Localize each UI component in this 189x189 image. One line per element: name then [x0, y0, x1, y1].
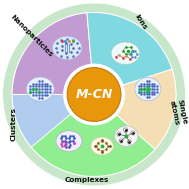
Text: Ions: Ions	[134, 14, 148, 31]
Wedge shape	[12, 13, 91, 94]
Wedge shape	[3, 3, 185, 186]
Ellipse shape	[111, 42, 140, 64]
Ellipse shape	[91, 137, 113, 155]
Wedge shape	[87, 12, 172, 85]
Text: Single
atoms: Single atoms	[169, 98, 187, 126]
Circle shape	[64, 64, 125, 125]
Text: Clusters: Clusters	[10, 107, 16, 141]
Ellipse shape	[135, 77, 161, 101]
Ellipse shape	[56, 131, 82, 151]
Text: Complexes: Complexes	[64, 177, 109, 183]
Ellipse shape	[26, 77, 54, 101]
Ellipse shape	[115, 126, 138, 146]
Wedge shape	[117, 69, 176, 149]
Wedge shape	[25, 111, 155, 177]
Text: Nanoparticles: Nanoparticles	[9, 14, 53, 58]
Ellipse shape	[52, 36, 82, 60]
Wedge shape	[12, 94, 71, 147]
Circle shape	[67, 68, 121, 121]
Text: M-CN: M-CN	[75, 88, 113, 101]
